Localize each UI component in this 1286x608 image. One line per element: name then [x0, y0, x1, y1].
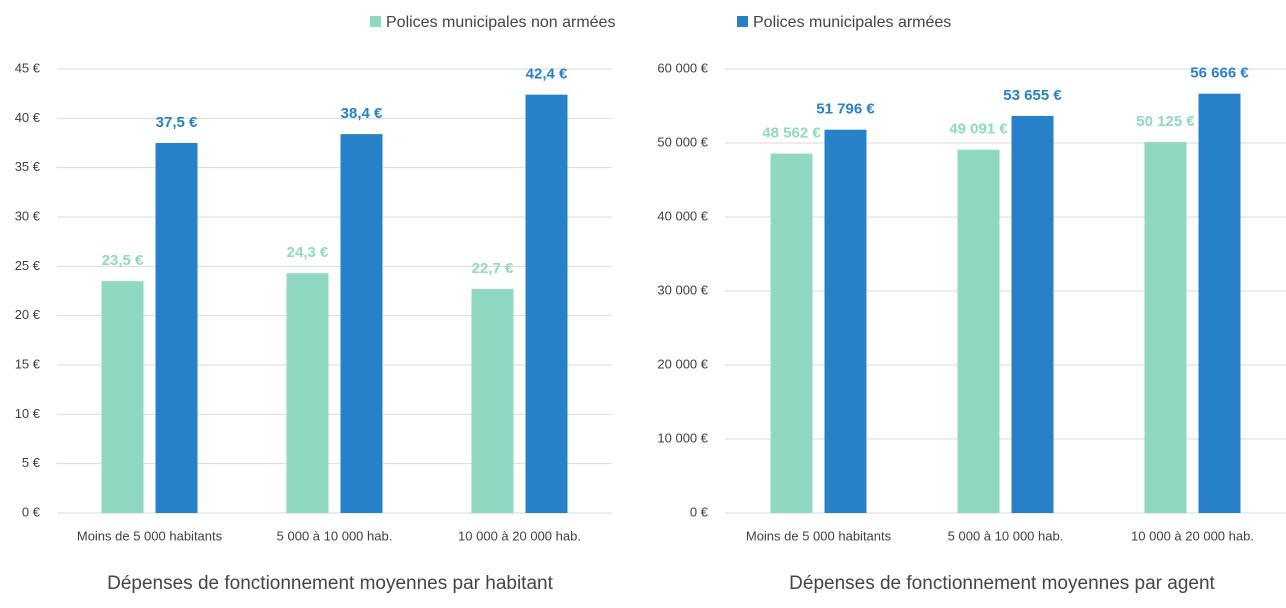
- data-label: 56 666 €: [1190, 65, 1249, 82]
- data-label: 37,5 €: [156, 114, 198, 131]
- y-tick-label: 25 €: [15, 258, 41, 273]
- x-tick-label: 10 000 à 20 000 hab.: [1131, 528, 1254, 543]
- y-tick-label: 30 €: [15, 208, 41, 223]
- data-label: 50 125 €: [1136, 113, 1195, 130]
- chart-title: Dépenses de fonctionnement moyennes par …: [107, 573, 553, 594]
- bar: [101, 281, 144, 513]
- bar: [286, 273, 329, 513]
- x-tick-label: Moins de 5 000 habitants: [746, 528, 892, 543]
- data-label: 23,5 €: [102, 252, 144, 269]
- x-tick-label: 10 000 à 20 000 hab.: [458, 528, 581, 543]
- y-tick-label: 35 €: [15, 159, 41, 174]
- y-tick-label: 0 €: [690, 504, 709, 519]
- bar: [957, 149, 1000, 513]
- y-tick-label: 5 €: [22, 455, 41, 470]
- legend-swatch: [737, 16, 748, 27]
- y-tick-label: 0 €: [22, 504, 41, 519]
- y-tick-label: 30 000 €: [657, 282, 708, 297]
- bar: [340, 134, 383, 513]
- x-tick-label: Moins de 5 000 habitants: [77, 528, 223, 543]
- bar: [1198, 93, 1241, 513]
- data-label: 51 796 €: [816, 101, 875, 118]
- y-tick-label: 20 000 €: [657, 356, 708, 371]
- y-tick-label: 40 000 €: [657, 208, 708, 223]
- bar: [1144, 142, 1187, 513]
- data-label: 48 562 €: [762, 125, 821, 142]
- data-label: 24,3 €: [287, 244, 329, 261]
- data-label: 22,7 €: [472, 260, 514, 277]
- y-tick-label: 10 €: [15, 406, 41, 421]
- bar: [1011, 115, 1054, 513]
- y-tick-label: 15 €: [15, 356, 41, 371]
- y-tick-label: 50 000 €: [657, 134, 708, 149]
- bar: [155, 143, 198, 513]
- bar: [525, 94, 568, 514]
- x-tick-label: 5 000 à 10 000 hab.: [948, 528, 1064, 543]
- y-tick-label: 10 000 €: [657, 430, 708, 445]
- data-label: 53 655 €: [1003, 87, 1062, 104]
- y-tick-label: 20 €: [15, 307, 41, 322]
- chart-title: Dépenses de fonctionnement moyennes par …: [789, 573, 1215, 594]
- y-tick-label: 60 000 €: [657, 60, 708, 75]
- bar: [824, 129, 867, 513]
- y-tick-label: 45 €: [15, 60, 41, 75]
- x-tick-label: 5 000 à 10 000 hab.: [277, 528, 393, 543]
- bar: [471, 289, 514, 513]
- legend-label: Polices municipales armées: [753, 14, 951, 31]
- legend-swatch: [370, 16, 381, 27]
- legend-label: Polices municipales non armées: [386, 14, 615, 31]
- y-tick-label: 40 €: [15, 110, 41, 125]
- data-label: 38,4 €: [341, 105, 383, 122]
- data-label: 42,4 €: [526, 66, 568, 83]
- bar: [770, 153, 813, 513]
- data-label: 49 091 €: [949, 121, 1008, 138]
